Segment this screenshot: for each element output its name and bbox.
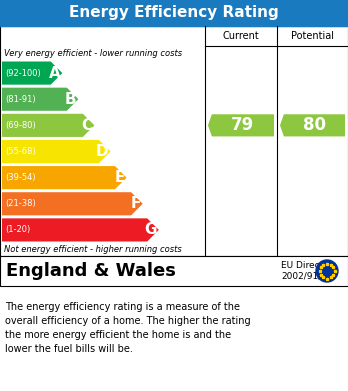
Polygon shape: [2, 88, 78, 111]
Polygon shape: [208, 114, 274, 136]
Text: 2002/91/EC: 2002/91/EC: [281, 271, 333, 280]
Polygon shape: [2, 114, 94, 137]
Polygon shape: [2, 166, 127, 189]
Text: F: F: [130, 196, 141, 211]
Text: Potential: Potential: [291, 31, 334, 41]
Text: The energy efficiency rating is a measure of the
overall efficiency of a home. T: The energy efficiency rating is a measur…: [5, 303, 251, 355]
Polygon shape: [2, 61, 62, 84]
Text: 79: 79: [231, 117, 255, 135]
Text: (1-20): (1-20): [5, 226, 30, 235]
Text: (69-80): (69-80): [5, 121, 36, 130]
Text: Energy Efficiency Rating: Energy Efficiency Rating: [69, 5, 279, 20]
Text: Very energy efficient - lower running costs: Very energy efficient - lower running co…: [4, 48, 182, 57]
Text: B: B: [65, 92, 76, 107]
Text: (39-54): (39-54): [5, 173, 35, 182]
Bar: [0, 0, 348, 26]
Text: Not energy efficient - higher running costs: Not energy efficient - higher running co…: [4, 245, 182, 254]
Circle shape: [316, 260, 338, 282]
Text: D: D: [96, 144, 109, 159]
Text: (81-91): (81-91): [5, 95, 35, 104]
Polygon shape: [280, 114, 345, 136]
Polygon shape: [2, 140, 111, 163]
Polygon shape: [2, 192, 143, 215]
Polygon shape: [2, 218, 159, 242]
Text: EU Directive: EU Directive: [281, 262, 337, 271]
Text: (92-100): (92-100): [5, 68, 41, 77]
Text: Current: Current: [223, 31, 259, 41]
Text: (55-68): (55-68): [5, 147, 36, 156]
Text: (21-38): (21-38): [5, 199, 36, 208]
Text: C: C: [81, 118, 93, 133]
Text: E: E: [114, 170, 125, 185]
Text: G: G: [144, 222, 157, 237]
Bar: [0, 26, 348, 256]
Text: England & Wales: England & Wales: [6, 262, 176, 280]
Bar: [0, 256, 348, 286]
Text: 80: 80: [303, 117, 326, 135]
Text: A: A: [49, 66, 60, 81]
